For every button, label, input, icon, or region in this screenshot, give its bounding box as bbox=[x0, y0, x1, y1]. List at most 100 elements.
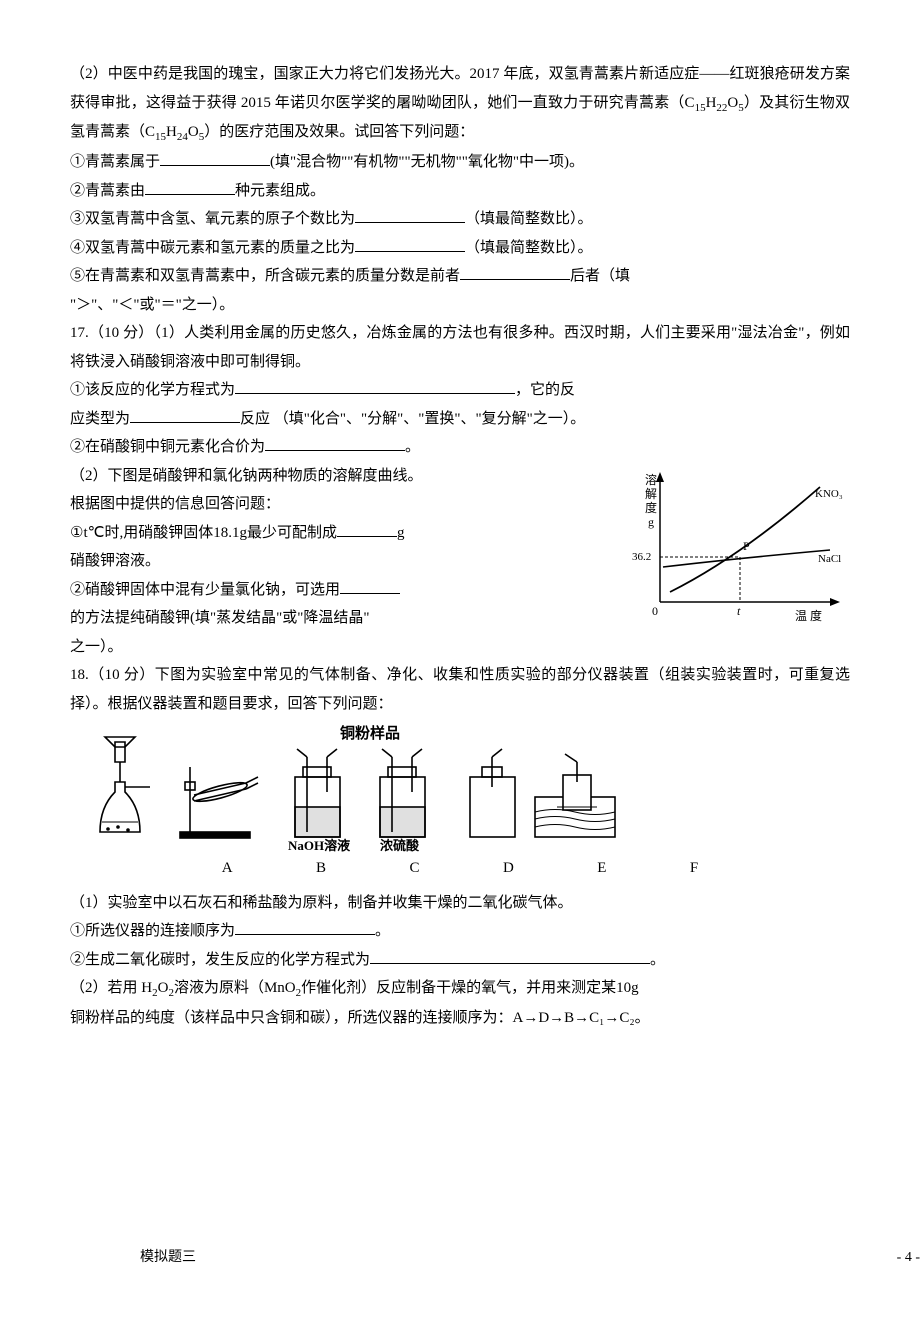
y-tick: 36.2 bbox=[632, 551, 651, 563]
q17-i1: ①该反应的化学方程式为 ，它的反 bbox=[70, 376, 850, 405]
q16-2-intro: （2）中医中药是我国的瑰宝，国家正大力将它们发扬光大。2017 年底，双氢青蒿素… bbox=[70, 60, 850, 148]
origin: 0 bbox=[652, 604, 658, 618]
text: 。 bbox=[405, 439, 420, 455]
text: ②生成二氧化碳时，发生反应的化学方程式为 bbox=[70, 952, 370, 968]
text: 作催化剂）反应制备干燥的氧气，并用来测定某10g bbox=[301, 980, 639, 996]
x-label: 温 度 bbox=[795, 608, 822, 623]
series-kno3: KNO₃ bbox=[815, 488, 843, 500]
text: （填最简整数比）。 bbox=[465, 240, 593, 256]
text: ①青蒿素属于 bbox=[70, 154, 160, 170]
t: O bbox=[188, 124, 199, 140]
blank bbox=[370, 948, 650, 964]
blank bbox=[145, 179, 235, 195]
text: 17.（10 分）（1）人类利用金属的历史悠久，冶炼金属的方法也有很多种。西汉时… bbox=[70, 325, 850, 370]
q17-i2: ②在硝酸铜中铜元素化合价为 。 bbox=[70, 433, 850, 462]
blank bbox=[460, 264, 570, 280]
text: ②在硝酸铜中铜元素化合价为 bbox=[70, 439, 265, 455]
label-b: B bbox=[316, 854, 326, 883]
q18-i1: ①所选仪器的连接顺序为 。 bbox=[70, 917, 850, 946]
q16-2-i1: ①青蒿素属于 (填"混合物""有机物""无机物""氧化物"中一项)。 bbox=[70, 148, 850, 177]
apparatus-labels: A B C D E F bbox=[180, 854, 740, 883]
q17-i1b: 应类型为 反应 （填"化合"、"分解"、"置换"、"复分解"之一）。 bbox=[70, 405, 850, 434]
text: (填"混合物""有机物""无机物""氧化物"中一项)。 bbox=[270, 154, 584, 170]
blank bbox=[337, 521, 397, 537]
x-tick: t bbox=[737, 604, 741, 618]
q16-2-i4: ④双氢青蒿中碳元素和氢元素的质量之比为 （填最简整数比）。 bbox=[70, 234, 850, 263]
text: 的方法提纯硝酸钾(填"蒸发结晶"或"降温结晶" bbox=[70, 610, 370, 626]
text: 根据图中提供的信息回答问题： bbox=[70, 496, 280, 512]
q17-part2-text: （2）下图是硝酸钾和氯化钠两种物质的溶解度曲线。 根据图中提供的信息回答问题： … bbox=[70, 462, 620, 662]
text: （2）若用 H bbox=[70, 980, 152, 996]
blank bbox=[355, 207, 465, 223]
text: ①该反应的化学方程式为 bbox=[70, 382, 235, 398]
q18-i2: ②生成二氧化碳时，发生反应的化学方程式为 。 bbox=[70, 946, 850, 975]
text: ②硝酸钾固体中混有少量氯化钠，可选用 bbox=[70, 582, 340, 598]
q16-2-i5c: "＞"、"＜"或"＝"之一）。 bbox=[70, 291, 850, 320]
sub: 15 bbox=[695, 102, 706, 114]
solubility-chart: 溶 解 度 g 0 36.2 t NaCl KNO₃ P 温 度 bbox=[630, 462, 850, 632]
text: ，它的反 bbox=[515, 382, 575, 398]
text: ②青蒿素由 bbox=[70, 183, 145, 199]
series-nacl: NaCl bbox=[818, 553, 841, 565]
q17-i4: ②硝酸钾固体中混有少量氯化钠，可选用 bbox=[70, 576, 620, 605]
blank bbox=[160, 150, 270, 166]
text: ③双氢青蒿中含氢、氧元素的原子个数比为 bbox=[70, 211, 355, 227]
t: O bbox=[727, 95, 738, 111]
y-label-2: 解 bbox=[645, 487, 657, 501]
blank bbox=[265, 435, 405, 451]
chart-svg: 溶 解 度 g 0 36.2 t NaCl KNO₃ P 温 度 bbox=[630, 462, 850, 632]
label-d: D bbox=[503, 854, 514, 883]
text: ①t℃时,用硝酸钾固体18.1g最少可配制成 bbox=[70, 525, 337, 541]
caption-naoh: NaOH溶液 bbox=[288, 838, 350, 852]
text: "＞"、"＜"或"＝"之一）。 bbox=[70, 297, 234, 313]
apparatus-figure: 铜粉样品 bbox=[70, 722, 850, 883]
text: 反应 （填"化合"、"分解"、"置换"、"复分解"之一）。 bbox=[240, 411, 585, 427]
text: 18.（10 分）下图为实验室中常见的气体制备、净化、收集和性质实验的部分仪器装… bbox=[70, 667, 850, 712]
q16-2-i2: ②青蒿素由 种元素组成。 bbox=[70, 177, 850, 206]
sub: 24 bbox=[177, 131, 188, 143]
text: 溶液为原料（MnO bbox=[174, 980, 296, 996]
sub: 15 bbox=[155, 131, 166, 143]
q17-part2-row: （2）下图是硝酸钾和氯化钠两种物质的溶解度曲线。 根据图中提供的信息回答问题： … bbox=[70, 462, 850, 662]
y-label-g: g bbox=[648, 515, 654, 529]
t: H bbox=[166, 124, 177, 140]
q16-2-i5: ⑤在青蒿素和双氢青蒿素中，所含碳元素的质量分数是前者后者（填 bbox=[70, 262, 850, 291]
text: 。 bbox=[375, 923, 390, 939]
q18-head: 18.（10 分）下图为实验室中常见的气体制备、净化、收集和性质实验的部分仪器装… bbox=[70, 661, 850, 718]
text: ⑤在青蒿素和双氢青蒿素中，所含碳元素的质量分数是前者 bbox=[70, 268, 460, 284]
text: 种元素组成。 bbox=[235, 183, 325, 199]
text: （1）实验室中以石灰石和稀盐酸为原料，制备并收集干燥的二氧化碳气体。 bbox=[70, 895, 573, 911]
y-label-3: 度 bbox=[645, 500, 657, 515]
text: 之一）。 bbox=[70, 639, 123, 655]
q18-p1: （1）实验室中以石灰石和稀盐酸为原料，制备并收集干燥的二氧化碳气体。 bbox=[70, 889, 850, 918]
q18-p2: （2）若用 H2O2溶液为原料（MnO2作催化剂）反应制备干燥的氧气，并用来测定… bbox=[70, 974, 850, 1004]
caption-cu: 铜粉样品 bbox=[340, 720, 400, 749]
sub: 22 bbox=[716, 102, 727, 114]
t: H bbox=[706, 95, 717, 111]
text: 。 bbox=[650, 952, 665, 968]
label-f: F bbox=[690, 854, 698, 883]
q17-head: 17.（10 分）（1）人类利用金属的历史悠久，冶炼金属的方法也有很多种。西汉时… bbox=[70, 319, 850, 376]
q16-2-i3: ③双氢青蒿中含氢、氧元素的原子个数比为 （填最简整数比）。 bbox=[70, 205, 850, 234]
text: （填最简整数比）。 bbox=[465, 211, 593, 227]
point-p: P bbox=[743, 539, 750, 553]
y-label-1: 溶 bbox=[645, 472, 657, 487]
text: ①所选仪器的连接顺序为 bbox=[70, 923, 235, 939]
text: （2）下图是硝酸钾和氯化钠两种物质的溶解度曲线。 bbox=[70, 468, 423, 484]
blank bbox=[355, 236, 465, 252]
footer-left: 模拟题三 bbox=[140, 1250, 196, 1265]
blank bbox=[130, 407, 240, 423]
blank bbox=[340, 578, 400, 594]
blank bbox=[235, 378, 515, 394]
label-c: C bbox=[409, 854, 419, 883]
blank bbox=[235, 919, 375, 935]
text: 硝酸钾溶液。 bbox=[70, 553, 160, 569]
text: 应类型为 bbox=[70, 411, 130, 427]
text: 铜粉样品的纯度（该样品中只含铜和碳），所选仪器的连接顺序为：A→D→B→C₁→C… bbox=[70, 1010, 650, 1026]
q17-i3: ①t℃时,用硝酸钾固体18.1g最少可配制成g bbox=[70, 519, 620, 548]
q18-p2b: 铜粉样品的纯度（该样品中只含铜和碳），所选仪器的连接顺序为：A→D→B→C₁→C… bbox=[70, 1004, 850, 1033]
text: ④双氢青蒿中碳元素和氢元素的质量之比为 bbox=[70, 240, 355, 256]
text: ）的医疗范围及效果。试回答下列问题： bbox=[204, 124, 474, 140]
label-e: E bbox=[597, 854, 606, 883]
label-a: A bbox=[222, 854, 233, 883]
